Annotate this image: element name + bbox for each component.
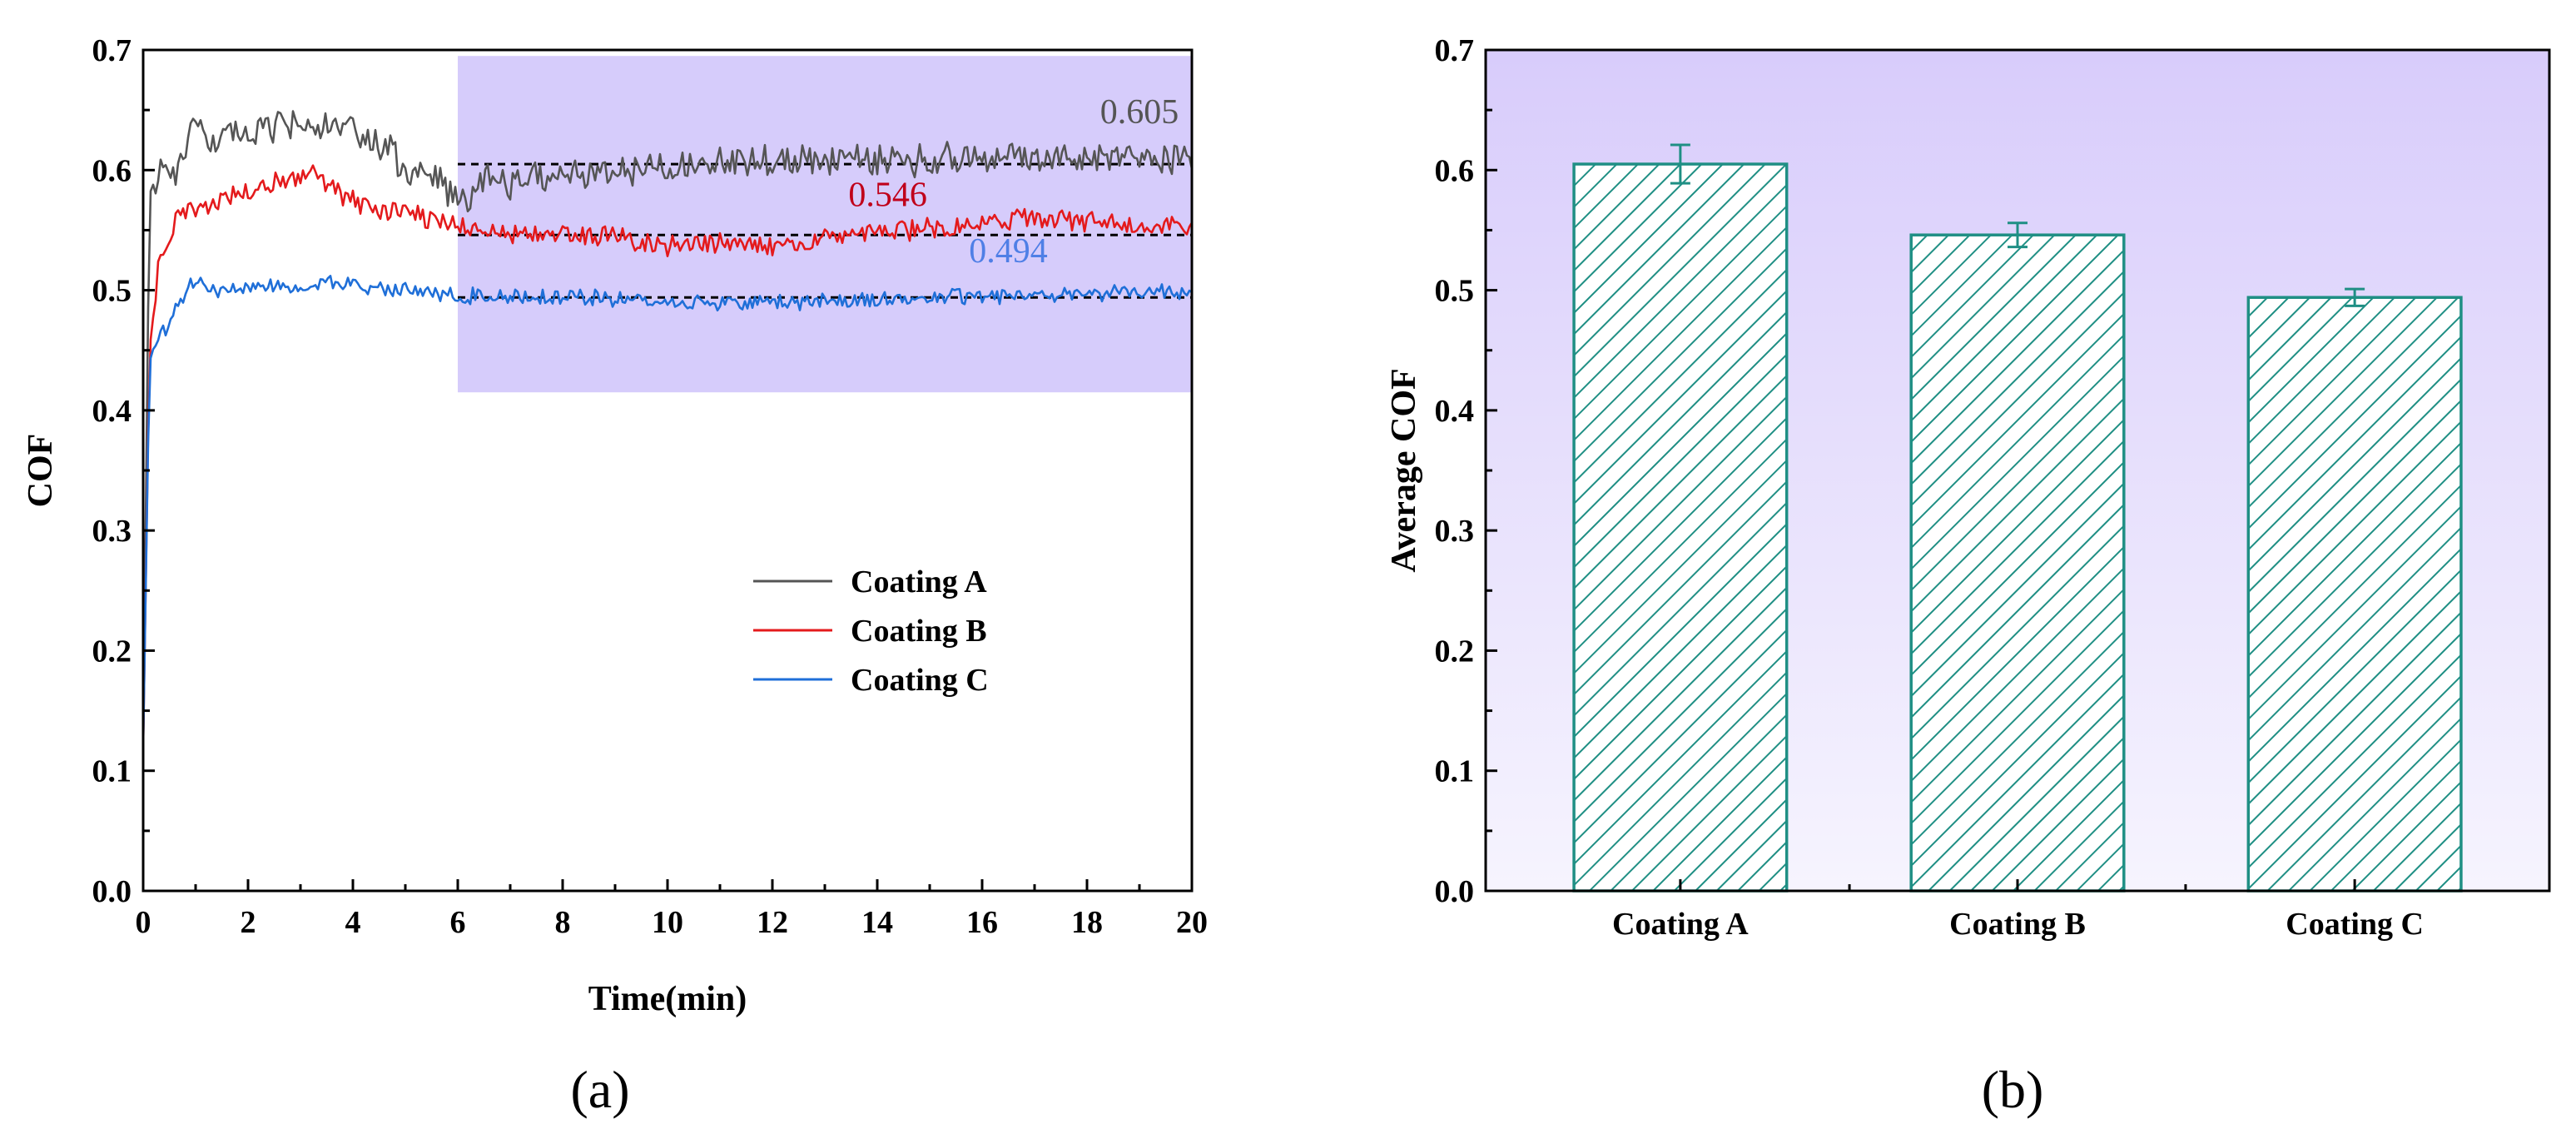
y-tick-label: 0.0 — [92, 874, 132, 909]
y-tick-label: 0.5 — [1435, 274, 1475, 309]
panel-label-b: (b) — [1982, 1060, 2044, 1119]
y-tick-label: 0.6 — [1435, 153, 1475, 188]
y-tick-label: 0.2 — [1435, 634, 1475, 669]
x-tick-label-coating-a: Coating A — [1612, 907, 1749, 942]
x-tick-label: 20 — [1176, 905, 1208, 940]
x-axis-title-a: Time(min) — [588, 980, 747, 1018]
y-tick-label: 0.4 — [1435, 394, 1475, 429]
series-line-coating-c — [143, 275, 1192, 747]
y-tick-label: 0.4 — [92, 394, 132, 429]
mean-label-coating-a: 0.605 — [1100, 93, 1179, 132]
x-tick-label: 8 — [555, 905, 571, 940]
series-lines — [143, 110, 1192, 747]
y-axis-title-a: COF — [22, 434, 60, 508]
x-tick-label: 2 — [241, 905, 256, 940]
highlight-region — [458, 56, 1192, 393]
legend-label-coating-a: Coating A — [851, 565, 987, 599]
legend: Coating A Coating B Coating C — [753, 565, 989, 698]
y-tick-label: 0.1 — [1435, 754, 1475, 789]
y-tick-label: 0.7 — [92, 33, 132, 68]
y-tick-label: 0.5 — [92, 274, 132, 309]
bar-coating-c — [2246, 296, 2463, 893]
x-tick-label: 18 — [1071, 905, 1103, 940]
x-ticks-a: 0 2 4 6 8 10 12 14 16 18 20 — [136, 879, 1208, 940]
x-tick-label: 12 — [757, 905, 788, 940]
bar-coating-a — [1572, 162, 1789, 893]
x-tick-label: 6 — [450, 905, 466, 940]
y-ticks-b: 0.0 0.1 0.2 0.3 0.4 0.5 0.6 0.7 — [1435, 33, 1497, 909]
x-ticks-b: Coating A Coating B Coating C — [1612, 879, 2424, 942]
y-tick-label: 0.3 — [92, 514, 132, 549]
y-tick-label: 0.3 — [1435, 514, 1475, 549]
bars — [1572, 143, 2463, 893]
x-tick-label: 10 — [652, 905, 683, 940]
series-line-coating-b — [143, 164, 1192, 747]
x-tick-label-coating-b: Coating B — [1949, 907, 2086, 942]
y-tick-label: 0.1 — [92, 754, 132, 789]
y-tick-label: 0.2 — [92, 634, 132, 669]
y-tick-label: 0.6 — [92, 153, 132, 188]
bar-coating-b — [1909, 233, 2126, 893]
x-tick-label-coating-c: Coating C — [2286, 907, 2424, 942]
legend-label-coating-c: Coating C — [851, 663, 989, 698]
x-tick-label: 4 — [345, 905, 361, 940]
y-tick-label: 0.0 — [1435, 874, 1475, 909]
y-axis-title-b: Average COF — [1385, 368, 1423, 572]
y-ticks-a: 0.0 0.1 0.2 0.3 0.4 0.5 0.6 0.7 — [92, 33, 155, 909]
mean-label-coating-c: 0.494 — [969, 232, 1048, 271]
mean-label-coating-b: 0.546 — [848, 176, 927, 214]
series-line-coating-a — [143, 110, 1192, 747]
mean-annotations: 0.605 0.546 0.494 — [848, 93, 1179, 271]
legend-label-coating-b: Coating B — [851, 614, 987, 649]
x-tick-label: 0 — [136, 905, 151, 940]
panel-label-a: (a) — [570, 1060, 629, 1119]
x-tick-label: 16 — [966, 905, 998, 940]
x-tick-label: 14 — [861, 905, 893, 940]
chart-panel-b: 0.00.10.20.30.40.50.60.7 Coating A Coatin… — [1385, 33, 2551, 1119]
y-tick-label: 0.7 — [1435, 33, 1475, 68]
chart-panel-a: 0.605 0.546 0.494 0.0 0.1 0.2 0.3 0.4 0.5 0.6 0.7… — [22, 33, 1208, 1119]
